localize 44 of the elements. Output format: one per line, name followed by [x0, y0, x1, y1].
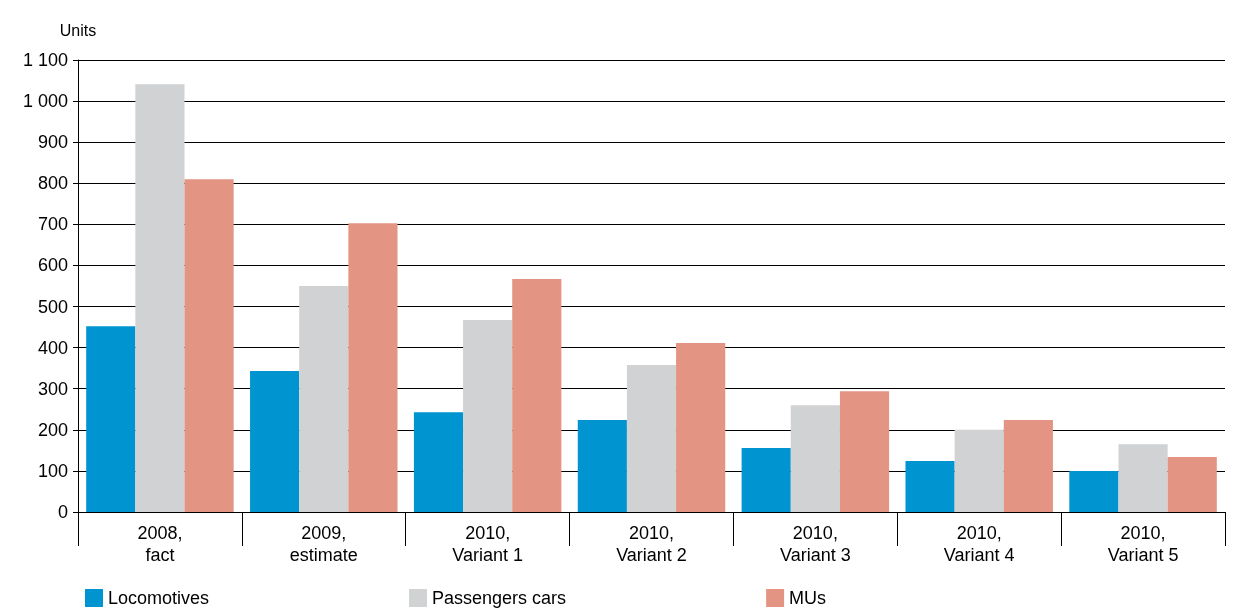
bar	[1003, 419, 1053, 512]
y-tick-label: 400	[37, 337, 68, 358]
x-tick-label: 2010, Variant 3	[780, 523, 851, 565]
bar	[1118, 444, 1168, 512]
y-axis-title: Units	[59, 21, 97, 39]
bar	[463, 320, 513, 512]
y-tick-label: 200	[37, 419, 68, 440]
bar	[954, 429, 1004, 512]
bar	[1167, 456, 1217, 512]
bar	[741, 447, 791, 512]
bar	[135, 84, 185, 512]
x-tick-label: 2010, Variant 2	[616, 523, 687, 565]
bar	[839, 391, 890, 512]
y-tick-label: 300	[37, 378, 68, 399]
x-tick-label: 2010, Variant 5	[1107, 523, 1179, 565]
bar	[299, 286, 349, 512]
x-tick-label: 2010, Variant 4	[943, 523, 1015, 565]
bar	[86, 326, 136, 512]
legend-label: Passengers cars	[432, 588, 567, 608]
y-tick-label: 600	[37, 255, 68, 276]
bar	[413, 412, 464, 512]
bar	[577, 419, 627, 512]
y-tick-label: 500	[37, 296, 68, 317]
y-tick-label: 800	[37, 173, 68, 194]
bar	[250, 371, 300, 512]
bar	[184, 179, 234, 512]
y-tick-label: 900	[37, 132, 68, 153]
bar	[512, 279, 562, 512]
y-tick-label: 700	[37, 214, 68, 235]
x-tick-label: 2010, Variant 1	[452, 523, 523, 565]
bar	[348, 223, 398, 512]
x-tick-label: 2008, fact	[137, 523, 183, 565]
legend-label: MUs	[789, 588, 827, 608]
bar	[1069, 470, 1119, 512]
y-tick-label: 1 000	[22, 91, 68, 112]
bar	[790, 405, 840, 512]
y-tick-label: 1 100	[22, 50, 68, 70]
y-tick-label: 100	[37, 460, 68, 481]
bar	[626, 364, 677, 512]
legend-label: Locomotives	[108, 588, 210, 608]
y-tick-label: 0	[57, 502, 68, 522]
bar	[905, 461, 955, 512]
x-tick-label: 2009, estimate	[289, 523, 358, 565]
bar	[676, 343, 726, 512]
